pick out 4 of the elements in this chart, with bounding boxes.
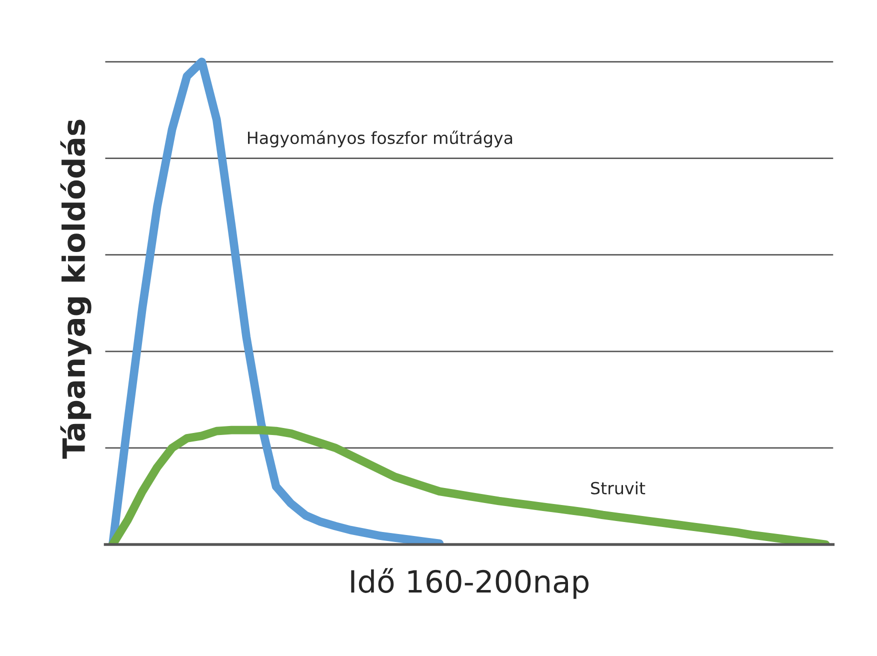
- series-label: Hagyományos foszfor műtrágya: [248, 130, 512, 148]
- series-label: Struvit: [591, 482, 646, 494]
- y-axis-title: Tápanyag kioldódás: [60, 120, 92, 459]
- x-axis-title: Idő 160-200nap: [351, 568, 589, 599]
